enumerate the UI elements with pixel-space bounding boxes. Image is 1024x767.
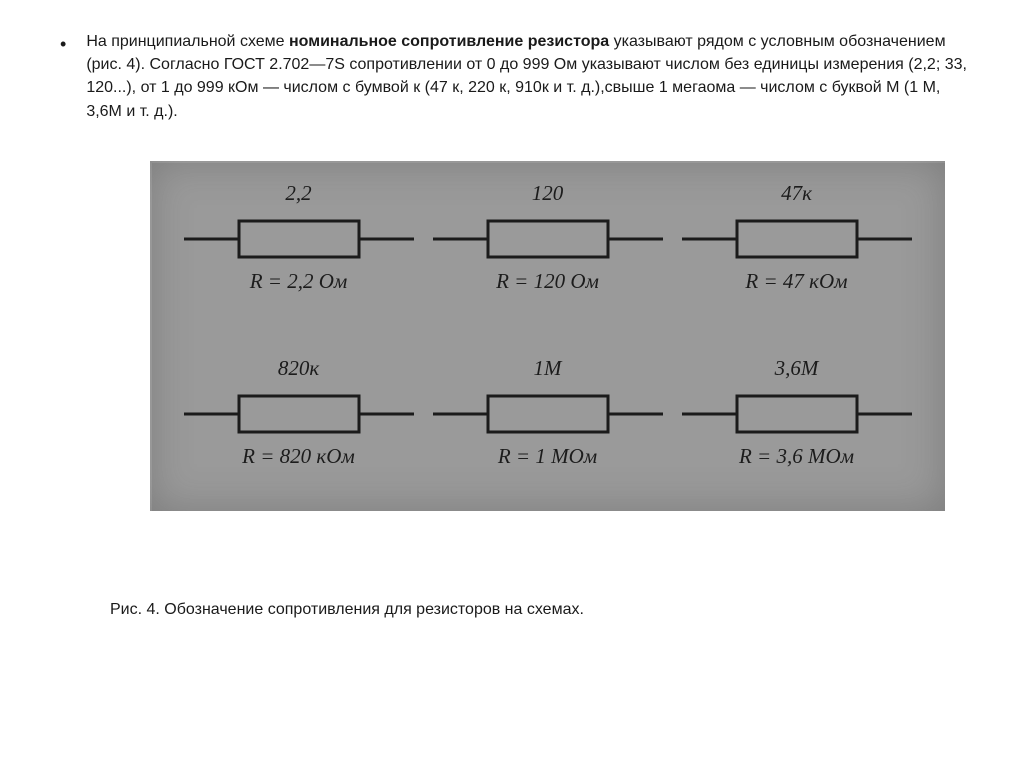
resistor-value-top: 120 (532, 181, 564, 206)
paragraph-text: На принципиальной схеме номинальное сопр… (86, 30, 974, 123)
figure-4: 2,2R = 2,2 Ом120R = 120 Ом47кR = 47 кОм … (150, 161, 945, 511)
resistor-icon (682, 211, 912, 267)
figure-caption: Рис. 4. Обозначение сопротивления для ре… (110, 601, 974, 619)
resistor-value-bottom: R = 120 Ом (496, 269, 599, 294)
resistor-symbol: 2,2 R = 2,2 Ом (184, 181, 414, 294)
figure-container: 2,2R = 2,2 Ом120R = 120 Ом47кR = 47 кОм … (150, 161, 945, 511)
figure-row-1: 2,2 R = 2,2 Ом 120 R = 120 Ом 47к R = 47 кОм (150, 181, 945, 294)
resistor-value-bottom: R = 47 кОм (745, 269, 847, 294)
resistor-icon (184, 211, 414, 267)
resistor-value-bottom: R = 820 кОм (242, 444, 355, 469)
resistor-symbol: 1М R = 1 МОм (433, 356, 663, 469)
resistor-value-bottom: R = 3,6 МОм (739, 444, 854, 469)
main-paragraph: • На принципиальной схеме номинальное со… (60, 30, 974, 123)
resistor-icon (433, 386, 663, 442)
para-bold: номинальное сопротивление резистора (289, 33, 609, 50)
resistor-value-top: 1М (534, 356, 562, 381)
figure-row-2: 820к R = 820 кОм 1М R = 1 МОм 3,6М R = 3,6 МО… (150, 356, 945, 469)
resistor-symbol: 820к R = 820 кОм (184, 356, 414, 469)
resistor-value-top: 820к (278, 356, 319, 381)
resistor-value-top: 2,2 (285, 181, 311, 206)
resistor-symbol: 120 R = 120 Ом (433, 181, 663, 294)
resistor-icon (682, 386, 912, 442)
resistor-value-bottom: R = 2,2 Ом (250, 269, 348, 294)
resistor-value-bottom: R = 1 МОм (498, 444, 597, 469)
resistor-symbol: 47к R = 47 кОм (682, 181, 912, 294)
resistor-symbol: 3,6М R = 3,6 МОм (682, 356, 912, 469)
resistor-value-top: 3,6М (775, 356, 819, 381)
resistor-value-top: 47к (781, 181, 812, 206)
resistor-icon (433, 211, 663, 267)
resistor-icon (184, 386, 414, 442)
bullet-point: • (60, 30, 66, 57)
para-pre: На принципиальной схеме (86, 33, 289, 50)
